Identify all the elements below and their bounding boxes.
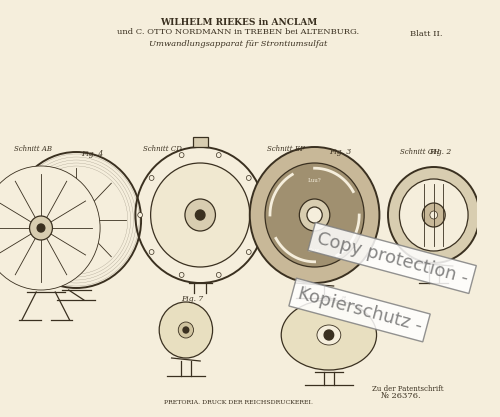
Circle shape	[0, 166, 100, 290]
Text: Zu der Patentschrift: Zu der Patentschrift	[372, 385, 444, 393]
Circle shape	[324, 330, 334, 340]
Text: Kopierschutz -: Kopierschutz -	[296, 285, 424, 335]
Text: Fig. 3: Fig. 3	[329, 148, 351, 156]
Circle shape	[430, 211, 438, 219]
Text: und C. OTTO NORDMANN in TREBEN bei ALTENBURG.: und C. OTTO NORDMANN in TREBEN bei ALTEN…	[118, 28, 360, 36]
Text: Schnitt EF: Schnitt EF	[267, 145, 305, 153]
Circle shape	[149, 176, 154, 181]
Circle shape	[307, 207, 322, 223]
Text: Fig. 7: Fig. 7	[181, 295, 204, 303]
Circle shape	[216, 153, 221, 158]
Circle shape	[30, 216, 52, 240]
Text: Fig. 2: Fig. 2	[429, 148, 451, 156]
Text: WILHELM RIEKES in ANCLAM: WILHELM RIEKES in ANCLAM	[160, 18, 317, 27]
Circle shape	[37, 224, 45, 232]
Circle shape	[388, 167, 480, 263]
Circle shape	[180, 153, 184, 158]
Ellipse shape	[281, 300, 376, 370]
Text: Copy protection -: Copy protection -	[314, 229, 470, 287]
Text: Gew.: Gew.	[308, 248, 322, 253]
Circle shape	[159, 302, 212, 358]
Circle shape	[400, 179, 468, 251]
Circle shape	[74, 217, 79, 223]
Circle shape	[250, 147, 380, 283]
Circle shape	[150, 163, 250, 267]
Ellipse shape	[317, 325, 341, 345]
Text: Schnitt AB: Schnitt AB	[14, 145, 52, 153]
Circle shape	[258, 213, 262, 218]
Circle shape	[138, 213, 142, 218]
Circle shape	[246, 176, 251, 181]
Text: Schnitt GH: Schnitt GH	[400, 148, 440, 156]
Circle shape	[183, 327, 189, 333]
Text: Fig. 4: Fig. 4	[81, 150, 104, 158]
Circle shape	[196, 210, 205, 220]
Circle shape	[265, 163, 364, 267]
Circle shape	[216, 272, 221, 277]
Text: Luu?: Luu?	[308, 178, 322, 183]
Circle shape	[149, 249, 154, 254]
Circle shape	[246, 249, 251, 254]
Text: Schnitt CD: Schnitt CD	[143, 145, 182, 153]
Text: Fig. 8: Fig. 8	[324, 295, 346, 303]
Text: PRETORIA. DRUCK DER REICHSDRUCKEREI.: PRETORIA. DRUCK DER REICHSDRUCKEREI.	[164, 400, 313, 405]
Circle shape	[300, 199, 330, 231]
Circle shape	[422, 203, 445, 227]
Text: Umwandlungsapparat für Strontiumsulfat: Umwandlungsapparat für Strontiumsulfat	[149, 40, 328, 48]
Text: Blatt II.: Blatt II.	[410, 30, 442, 38]
Circle shape	[178, 322, 194, 338]
Circle shape	[180, 272, 184, 277]
Text: № 26376.: № 26376.	[382, 393, 421, 401]
Bar	[192, 137, 208, 147]
Circle shape	[185, 199, 216, 231]
